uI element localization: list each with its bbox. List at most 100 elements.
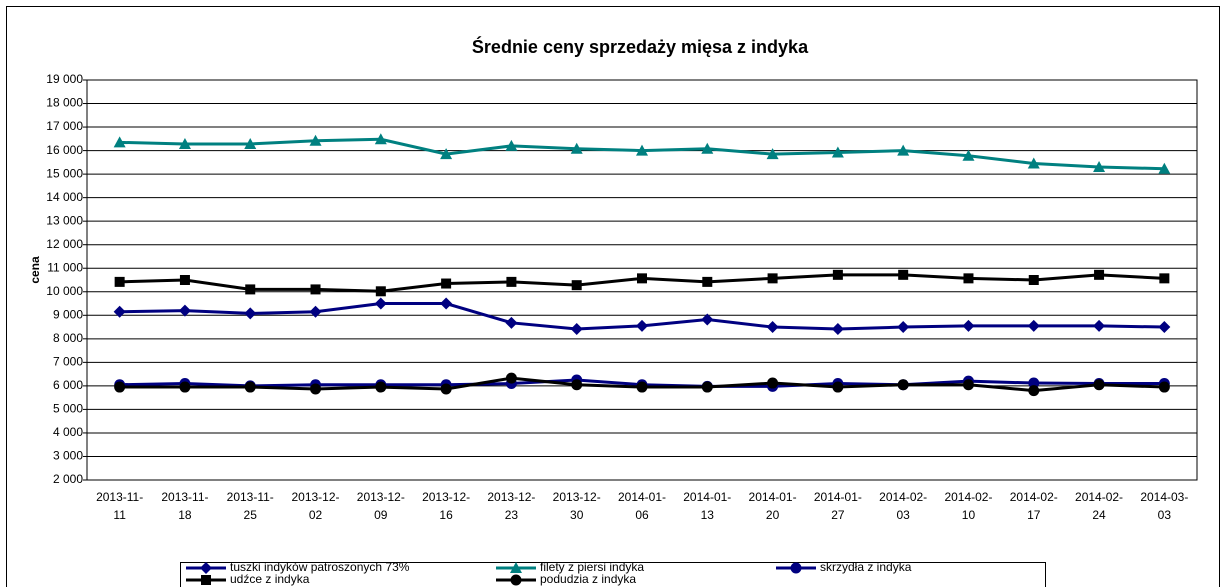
marker: [962, 149, 975, 161]
x-tick-label: 2013-11-25: [226, 490, 274, 522]
marker: [310, 284, 321, 295]
x-tick-label: 2014-02-03: [879, 490, 928, 522]
marker: [636, 381, 648, 393]
x-tick-label: 2013-12-09: [356, 490, 405, 522]
x-tick-label: 2014-01-27: [813, 490, 862, 522]
marker: [179, 275, 190, 285]
marker: [375, 286, 386, 297]
marker: [832, 381, 844, 393]
marker: [244, 381, 256, 393]
marker: [570, 322, 583, 335]
y-tick-label: 6 000: [53, 378, 83, 392]
legend-label: filety z piersi indyka: [540, 560, 644, 574]
marker: [962, 379, 974, 391]
x-tick-label: 2014-03-03: [1140, 490, 1189, 522]
marker: [790, 562, 802, 574]
x-tick-label: 2013-12-02: [291, 490, 340, 522]
marker: [701, 381, 713, 393]
y-tick-label: 4 000: [53, 425, 83, 439]
marker: [963, 273, 974, 284]
y-axis-label: cena: [28, 256, 42, 284]
marker: [1093, 379, 1105, 391]
legend-entry: tuszki indyków patroszonych 73%: [186, 560, 410, 574]
y-tick-label: 12 000: [46, 237, 83, 251]
marker: [505, 316, 518, 329]
marker: [1159, 273, 1170, 284]
marker: [570, 142, 583, 154]
marker: [440, 148, 453, 160]
marker: [1093, 319, 1106, 332]
marker: [701, 313, 714, 326]
marker: [831, 146, 844, 158]
x-tick-label: 2013-11-18: [161, 490, 209, 522]
y-tick-label: 13 000: [46, 213, 83, 227]
marker: [440, 297, 453, 310]
marker: [897, 321, 910, 334]
marker: [510, 562, 522, 573]
marker: [200, 562, 212, 574]
marker: [702, 276, 713, 287]
marker: [767, 273, 778, 284]
marker: [505, 372, 517, 384]
marker: [441, 278, 452, 289]
marker: [571, 379, 583, 391]
y-tick-label: 15 000: [46, 166, 83, 180]
marker: [374, 133, 387, 145]
marker: [1027, 157, 1040, 169]
marker: [374, 297, 387, 310]
legend-entry: skrzydła z indyka: [776, 560, 912, 574]
marker: [113, 136, 126, 148]
legend-box: [180, 562, 1046, 587]
marker: [1158, 162, 1171, 174]
marker: [636, 144, 648, 156]
legend-label: skrzydła z indyka: [820, 560, 912, 574]
marker: [898, 269, 909, 280]
marker: [636, 319, 648, 332]
x-tick-label: 2013-12-23: [487, 490, 536, 522]
marker: [1028, 385, 1040, 397]
x-tick-label: 2014-02-24: [1075, 490, 1124, 522]
marker: [179, 381, 191, 393]
marker: [309, 305, 322, 318]
x-tick-label: 2013-12-30: [552, 490, 601, 522]
marker: [245, 284, 256, 295]
legend-entry: filety z piersi indyka: [496, 560, 644, 574]
legend-label: udźce z indyka: [230, 572, 310, 586]
marker: [637, 273, 647, 284]
marker: [766, 148, 779, 160]
marker: [571, 280, 582, 291]
marker: [244, 307, 257, 320]
legend-label: podudzia z indyka: [540, 572, 636, 586]
marker: [1094, 269, 1105, 280]
x-tick-label: 2014-01-20: [748, 490, 797, 522]
marker: [1093, 161, 1106, 173]
marker: [440, 383, 452, 395]
y-tick-label: 17 000: [46, 119, 83, 133]
marker: [897, 379, 909, 391]
x-tick-label: 2014-02-10: [944, 490, 993, 522]
marker: [1028, 275, 1039, 285]
chart-title: Średnie ceny sprzedaży mięsa z indyka: [472, 36, 809, 57]
marker: [375, 381, 387, 393]
marker: [178, 304, 191, 317]
y-tick-label: 9 000: [53, 307, 83, 321]
marker: [309, 134, 322, 146]
x-tick-label: 2013-12-16: [422, 490, 471, 522]
marker: [767, 377, 779, 389]
marker: [201, 575, 211, 585]
marker: [113, 305, 126, 318]
marker: [178, 138, 191, 149]
marker: [510, 574, 522, 586]
marker: [831, 322, 844, 335]
marker: [1158, 381, 1170, 393]
marker: [897, 144, 910, 156]
marker: [766, 321, 779, 334]
marker: [114, 276, 125, 287]
legend-entry: podudzia z indyka: [496, 572, 636, 586]
legend-entry: udźce z indyka: [186, 572, 310, 586]
marker: [244, 138, 257, 149]
marker: [832, 269, 843, 280]
y-tick-label: 7 000: [53, 355, 83, 369]
